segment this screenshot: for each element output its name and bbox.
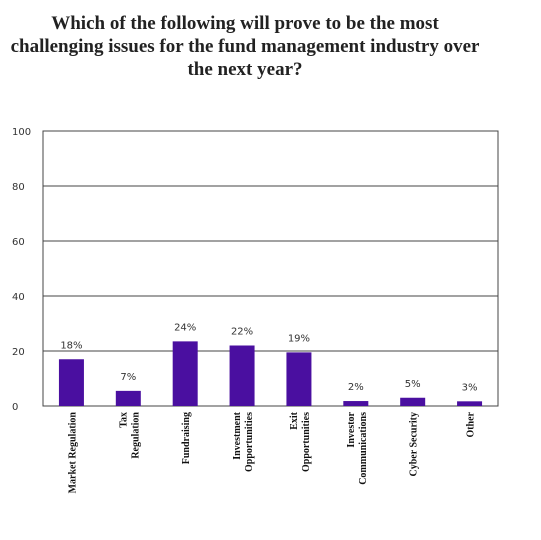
x-category-label: InvestmentOpportunities (232, 411, 255, 472)
y-tick-label: 100 (12, 127, 31, 138)
bar (343, 401, 369, 406)
bar (115, 390, 141, 406)
bar (172, 341, 198, 406)
x-category-text: Cyber Security (409, 412, 420, 477)
x-category-label: TaxRegulation (118, 412, 141, 459)
y-tick-label: 60 (12, 237, 25, 248)
x-category-label: Market Regulation (67, 412, 78, 494)
x-category-label: ExitOpportunities (289, 411, 312, 472)
x-category-text: Fundraising (181, 412, 192, 464)
y-tick-label: 0 (12, 402, 18, 413)
x-category-text: Other (466, 411, 477, 437)
x-category-label: Fundraising (181, 412, 192, 464)
plot-frame (42, 130, 499, 407)
y-tick-label: 80 (12, 182, 25, 193)
x-category-text: InvestorCommunications (346, 411, 369, 484)
bar (286, 352, 312, 406)
data-label: 19% (288, 333, 310, 344)
x-category-label: Cyber Security (409, 412, 420, 477)
chart-title: Which of the following will prove to be … (10, 13, 480, 80)
data-label: 22% (231, 327, 253, 338)
x-category-text: Market Regulation (67, 412, 78, 494)
data-label: 5% (405, 379, 421, 390)
x-category-text: InvestmentOpportunities (232, 411, 255, 472)
y-tick-label: 40 (12, 292, 25, 303)
x-category-text: TaxRegulation (118, 412, 141, 459)
bar (58, 359, 84, 406)
bar (229, 345, 255, 406)
y-tick-label: 20 (12, 347, 25, 358)
data-label: 3% (462, 382, 478, 393)
x-category-label: Other (466, 411, 477, 437)
data-label: 18% (60, 340, 82, 351)
data-label: 7% (120, 372, 136, 383)
bar (400, 397, 426, 406)
x-category-text: ExitOpportunities (289, 411, 312, 472)
data-label: 2% (348, 382, 364, 393)
bar (457, 401, 483, 406)
data-label: 24% (174, 322, 196, 333)
x-category-label: InvestorCommunications (346, 411, 369, 484)
